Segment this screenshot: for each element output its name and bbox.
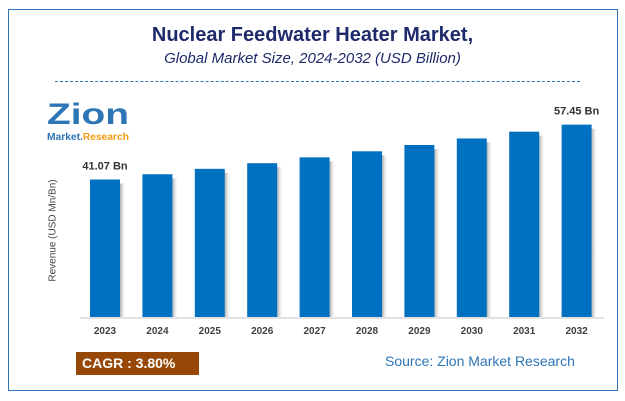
divider (55, 81, 580, 82)
source-text: Source: Zion Market Research (385, 353, 575, 369)
x-tick-label: 2031 (513, 326, 536, 337)
chart-frame (8, 9, 618, 391)
x-tick-label: 2028 (356, 326, 379, 337)
bar-shadow (277, 167, 284, 317)
bar-2032 (561, 124, 592, 318)
bar-2026 (247, 163, 278, 317)
x-tick-label: 2027 (303, 326, 326, 337)
x-tick-label: 2024 (146, 326, 169, 337)
bar-2029 (404, 144, 435, 317)
bar-shadow (224, 172, 231, 317)
chart-subtitle: Global Market Size, 2024-2032 (USD Billi… (164, 50, 461, 67)
bar-2030 (456, 138, 487, 317)
x-tick-label: 2032 (565, 326, 588, 337)
bar-shadow (172, 178, 179, 317)
x-tick-label: 2026 (251, 326, 274, 337)
cagr-badge: CAGR : 3.80% (76, 352, 199, 375)
x-tick-label: 2023 (94, 326, 117, 337)
bar-shadow (434, 148, 441, 317)
bar-shadow (539, 135, 546, 317)
bar-2024 (142, 174, 173, 317)
bar-shadow (382, 155, 388, 317)
bar-shadow (329, 161, 336, 317)
data-label: 41.07 Bn (82, 160, 128, 172)
bar-shadow (120, 183, 126, 317)
bar-shadow (591, 128, 598, 317)
bar-2028 (352, 151, 382, 317)
zion-logo: Zion Market.Research (47, 98, 129, 143)
x-tick-label: 2030 (461, 326, 484, 337)
bar-shadow (486, 142, 493, 317)
svg-text:Market.Research: Market.Research (47, 132, 129, 143)
bar-2025 (194, 168, 225, 317)
x-tick-label: 2029 (408, 326, 431, 337)
x-tick-label: 2025 (199, 326, 222, 337)
data-label: 57.45 Bn (554, 106, 600, 118)
svg-text:Zion: Zion (47, 98, 129, 131)
bar-2027 (299, 157, 330, 317)
chart-title: Nuclear Feedwater Heater Market, (151, 24, 474, 46)
bar-2023 (90, 179, 120, 317)
bar-2031 (509, 131, 540, 317)
